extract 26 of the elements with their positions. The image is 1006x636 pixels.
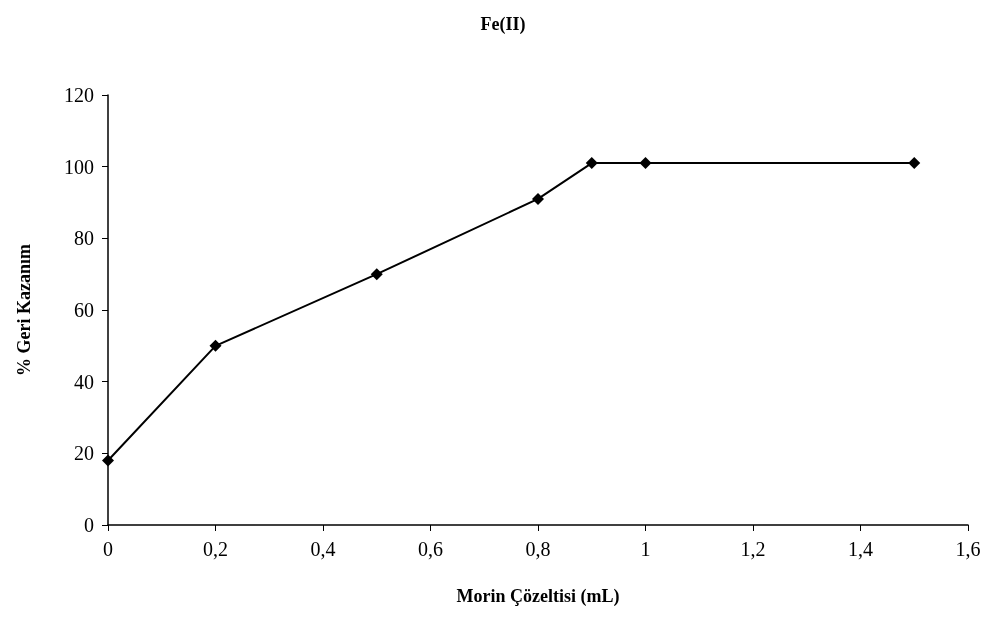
x-tick-label: 1,4 <box>848 538 873 560</box>
x-tick-label: 0 <box>103 538 113 560</box>
x-tick-label: 1,2 <box>740 538 766 560</box>
y-tick-label: 80 <box>74 227 94 250</box>
chart-title: Fe(II) <box>480 14 526 35</box>
x-tick-label: 0,2 <box>203 538 228 560</box>
x-tick-label: 0,6 <box>418 538 443 560</box>
point <box>585 157 598 170</box>
x-tick-label: 1 <box>640 538 651 560</box>
point <box>908 157 921 170</box>
y-tick-label: 40 <box>74 370 94 393</box>
point <box>102 454 114 467</box>
point <box>370 268 383 281</box>
y-tick-label: 100 <box>64 155 94 178</box>
y-tick-label: 20 <box>74 442 94 465</box>
y-tick-label: 120 <box>64 84 94 106</box>
point <box>639 157 652 170</box>
y-tick-label: 60 <box>74 299 94 321</box>
x-tick-label: 1,6 <box>955 538 981 560</box>
y-axis-title: % Geri Kazanım <box>14 244 34 376</box>
x-tick-label: 0,8 <box>525 538 551 560</box>
x-axis-title: Morin Çözeltisi (mL) <box>456 586 620 607</box>
point <box>532 192 544 205</box>
point <box>209 339 222 352</box>
y-tick-label: 0 <box>84 514 94 536</box>
x-tick-label: 0,4 <box>310 538 336 560</box>
